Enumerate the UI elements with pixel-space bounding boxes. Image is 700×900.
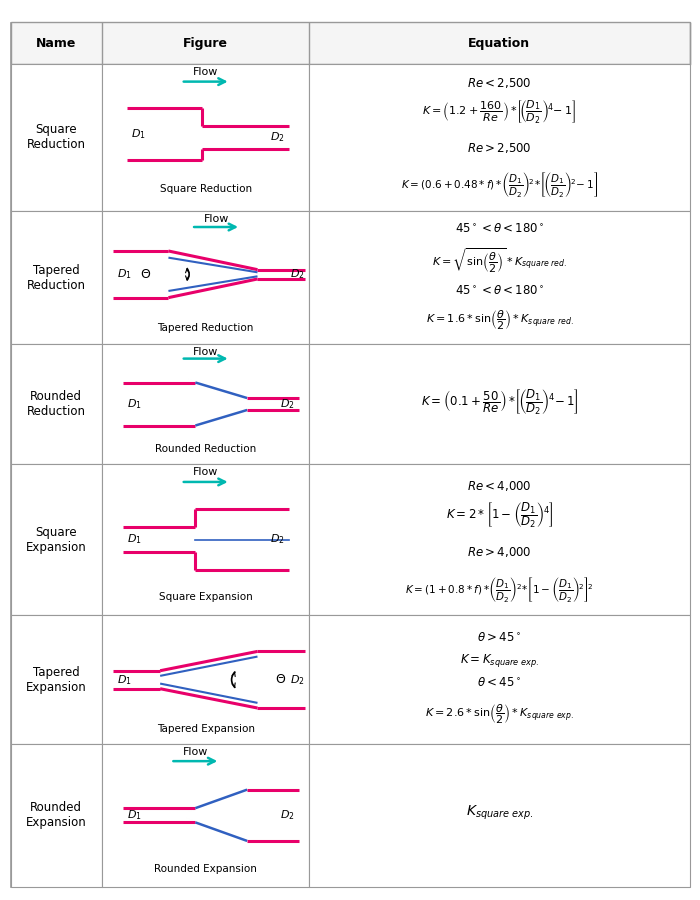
Bar: [10, 64, 102, 211]
Bar: [309, 64, 690, 211]
Text: $\theta < 45^\circ$: $\theta < 45^\circ$: [477, 677, 522, 690]
Text: Flow: Flow: [204, 213, 229, 224]
Text: $D_1$: $D_1$: [127, 808, 142, 823]
Bar: [10, 616, 102, 744]
Text: $45^\circ < \theta < 180^\circ$: $45^\circ < \theta < 180^\circ$: [454, 284, 544, 298]
Text: Flow: Flow: [193, 346, 218, 356]
Text: $K = \left(0.1 + \dfrac{50}{Re}\right) * \!\left[\!\left(\dfrac{D_1}{D_2}\right): $K = \left(0.1 + \dfrac{50}{Re}\right) *…: [421, 387, 578, 417]
Bar: [102, 464, 309, 616]
Text: $\mathit{Re} > 4{,}000$: $\mathit{Re} > 4{,}000$: [467, 544, 532, 559]
Text: Square Reduction: Square Reduction: [160, 184, 252, 194]
Bar: [10, 744, 102, 886]
Text: $K = \left(1.2 + \dfrac{160}{Re}\right) * \!\left[\!\left(\dfrac{D_1}{D_2}\right: $K = \left(1.2 + \dfrac{160}{Re}\right) …: [423, 99, 576, 126]
Text: Rounded Reduction: Rounded Reduction: [155, 445, 256, 455]
Text: Tapered
Reduction: Tapered Reduction: [27, 264, 86, 292]
Text: $K = 2 * \left[1 - \left(\dfrac{D_1}{D_2}\right)^{\!4}\right]$: $K = 2 * \left[1 - \left(\dfrac{D_1}{D_2…: [446, 500, 553, 530]
Text: $K = (1 + 0.8 * f) * \!\left(\dfrac{D_1}{D_2}\right)^{\!2}\! * \!\left[1 - \left: $K = (1 + 0.8 * f) * \!\left(\dfrac{D_1}…: [405, 575, 594, 604]
Text: $D_2$: $D_2$: [270, 130, 284, 144]
Text: $\Theta$: $\Theta$: [274, 673, 286, 686]
Text: Tapered Expansion: Tapered Expansion: [157, 724, 255, 733]
Text: Rounded
Expansion: Rounded Expansion: [26, 801, 87, 829]
Bar: [10, 345, 102, 464]
Bar: [309, 211, 690, 345]
Bar: [10, 211, 102, 345]
Text: $D_2$: $D_2$: [270, 533, 284, 546]
Text: Name: Name: [36, 37, 76, 50]
Text: $45^\circ < \theta < 180^\circ$: $45^\circ < \theta < 180^\circ$: [454, 223, 544, 236]
Text: $\mathit{Re} > 2{,}500$: $\mathit{Re} > 2{,}500$: [467, 140, 532, 155]
Text: $D_1$: $D_1$: [127, 533, 142, 546]
Text: $\mathit{Re} < 4{,}000$: $\mathit{Re} < 4{,}000$: [467, 480, 532, 493]
Text: Square
Expansion: Square Expansion: [26, 526, 87, 554]
Text: $D_1$: $D_1$: [117, 673, 132, 687]
Text: $K_{\mathit{square\ exp.}}$: $K_{\mathit{square\ exp.}}$: [466, 804, 533, 822]
Text: $\theta > 45^\circ$: $\theta > 45^\circ$: [477, 632, 522, 645]
Text: Equation: Equation: [468, 37, 531, 50]
Bar: [309, 744, 690, 886]
Text: $D_2$: $D_2$: [280, 808, 295, 823]
Text: Rounded Expansion: Rounded Expansion: [154, 864, 257, 875]
Bar: [102, 211, 309, 345]
Text: Flow: Flow: [193, 67, 218, 76]
Text: $D_1$: $D_1$: [127, 397, 142, 411]
Bar: [102, 616, 309, 744]
Text: $\Theta$: $\Theta$: [140, 268, 151, 281]
Text: $D_2$: $D_2$: [290, 267, 305, 281]
Bar: [102, 345, 309, 464]
Bar: [309, 616, 690, 744]
Text: $D_2$: $D_2$: [290, 673, 305, 687]
Text: $K = K_{\mathit{square\ exp.}}$: $K = K_{\mathit{square\ exp.}}$: [460, 652, 539, 669]
Bar: [309, 464, 690, 616]
Text: $D_1$: $D_1$: [117, 267, 132, 281]
Text: Tapered Reduction: Tapered Reduction: [158, 323, 254, 333]
Text: Rounded
Reduction: Rounded Reduction: [27, 390, 86, 418]
Text: $\mathit{Re} < 2{,}500$: $\mathit{Re} < 2{,}500$: [467, 76, 532, 90]
Text: $K = (0.6 + 0.48 * f) * \!\left(\dfrac{D_1}{D_2}\right)^{\!2}\! * \!\left[\!\lef: $K = (0.6 + 0.48 * f) * \!\left(\dfrac{D…: [401, 170, 598, 199]
Bar: [309, 345, 690, 464]
Text: Flow: Flow: [183, 747, 208, 757]
Text: Square Expansion: Square Expansion: [159, 592, 253, 602]
Bar: [102, 744, 309, 886]
Text: $K = \sqrt{\sin\!\left(\dfrac{\theta}{2}\right)} * K_{\mathit{square\ red.}}$: $K = \sqrt{\sin\!\left(\dfrac{\theta}{2}…: [432, 246, 567, 274]
Text: Figure: Figure: [183, 37, 228, 50]
Text: $D_1$: $D_1$: [131, 127, 146, 140]
Text: $D_2$: $D_2$: [280, 397, 295, 411]
Text: $K = 2.6 * \sin\!\left(\dfrac{\theta}{2}\right) * K_{\mathit{square\ exp.}}$: $K = 2.6 * \sin\!\left(\dfrac{\theta}{2}…: [425, 703, 574, 726]
Text: $K = 1.6 * \sin\!\left(\dfrac{\theta}{2}\right) * K_{\mathit{square\ red.}}$: $K = 1.6 * \sin\!\left(\dfrac{\theta}{2}…: [426, 309, 573, 332]
Bar: [10, 464, 102, 616]
Text: Flow: Flow: [193, 467, 218, 477]
Text: Square
Reduction: Square Reduction: [27, 123, 86, 151]
Bar: [10, 22, 690, 64]
Bar: [102, 64, 309, 211]
Text: Tapered
Expansion: Tapered Expansion: [26, 666, 87, 694]
